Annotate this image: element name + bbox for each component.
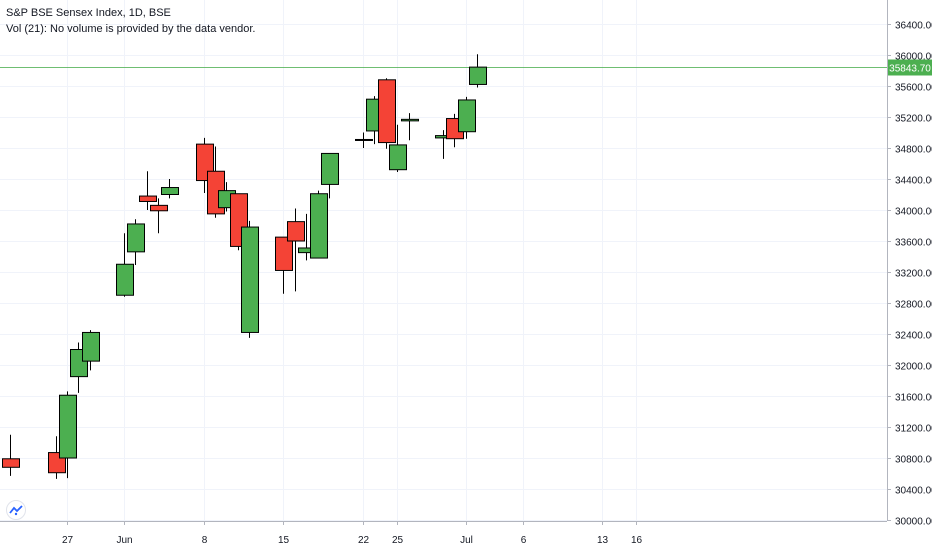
y-tick-label: 32400.00 [895,331,932,342]
x-tick-label: Jul [460,535,473,546]
candle-body[interactable] [401,118,419,122]
y-tick-label: 36000.00 [895,52,932,63]
candle-body[interactable] [310,193,328,259]
x-tick-label: 8 [202,535,208,546]
candle-body[interactable] [59,394,77,459]
x-tick-label: 27 [62,535,74,546]
candle-body[interactable] [82,331,100,362]
candle-body[interactable] [378,79,396,144]
x-tick-label: 6 [521,535,527,546]
chart-title: S&P BSE Sensex Index, 1D, BSE [6,7,171,19]
x-tick-label: 13 [597,535,609,546]
x-tick-label: 25 [392,535,404,546]
candle-body[interactable] [241,226,259,333]
tradingview-logo[interactable] [6,500,26,520]
candle-body[interactable] [2,458,20,468]
y-tick-label: 31600.00 [895,393,932,404]
x-tick-label: 22 [358,535,370,546]
y-tick-label: 34000.00 [895,207,932,218]
y-tick-label: 30400.00 [895,486,932,497]
y-tick-label: 30000.00 [895,517,932,528]
candle-body[interactable] [116,263,134,296]
candle-body[interactable] [355,138,373,141]
volume-indicator-label: Vol (21): No volume is provided by the d… [6,23,256,35]
candle-body[interactable] [458,99,476,133]
candle-body[interactable] [275,236,293,271]
candle-body[interactable] [389,144,407,171]
y-tick-label: 33200.00 [895,269,932,280]
x-tick-label: 16 [631,535,643,546]
y-tick-label: 35600.00 [895,83,932,94]
x-tick-label: 15 [278,535,290,546]
y-tick-label: 34400.00 [895,176,932,187]
last-price-label: 35843.70 [889,64,931,75]
y-tick-label: 36400.00 [895,21,932,32]
y-tick-label: 35200.00 [895,114,932,125]
candle-body[interactable] [139,195,157,202]
y-tick-label: 34800.00 [895,145,932,156]
candle-body[interactable] [127,223,145,253]
candle-body[interactable] [287,221,305,242]
candle-body[interactable] [161,187,179,195]
last-price-badge [888,59,932,76]
x-tick-label: Jun [116,535,132,546]
logo-icon [9,505,23,516]
y-tick-label: 30800.00 [895,455,932,466]
candle-body[interactable] [469,66,487,85]
y-tick-label: 31200.00 [895,424,932,435]
y-tick-label: 32000.00 [895,362,932,373]
candle-body[interactable] [321,152,339,185]
y-tick-label: 33600.00 [895,238,932,249]
candle-body[interactable] [150,204,168,212]
y-tick-label: 32800.00 [895,300,932,311]
